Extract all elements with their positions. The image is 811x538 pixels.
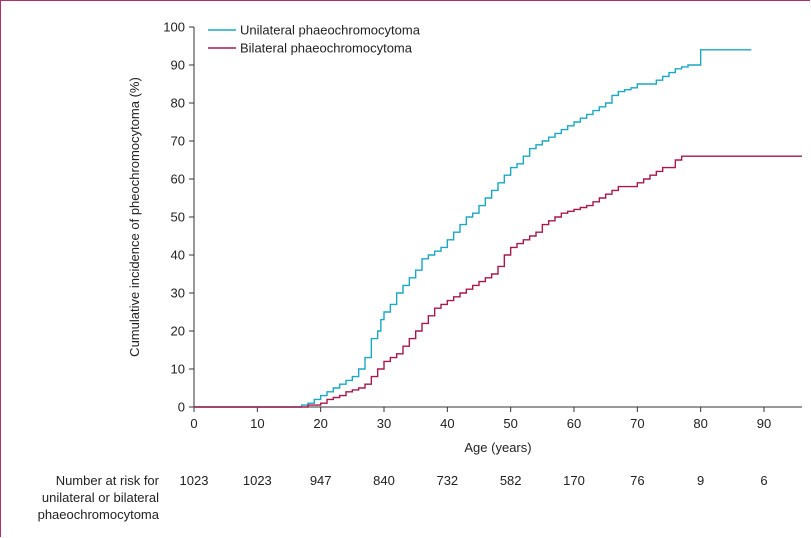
at-risk-count: 9 xyxy=(697,473,704,488)
legend: Unilateral phaeochromocytoma Bilateral ph… xyxy=(208,23,421,56)
x-tick-label: 20 xyxy=(313,416,327,431)
at-risk-count: 1023 xyxy=(243,473,272,488)
y-tick-label: 0 xyxy=(178,400,185,415)
y-tick-label: 70 xyxy=(171,134,185,149)
x-tick-label: 60 xyxy=(567,416,581,431)
y-tick-label: 100 xyxy=(163,20,185,35)
at-risk-count: 6 xyxy=(760,473,767,488)
x-tick-label: 30 xyxy=(377,416,391,431)
y-tick-label: 40 xyxy=(171,248,185,263)
x-tick-label: 80 xyxy=(693,416,707,431)
x-tick-label: 90 xyxy=(757,416,771,431)
at-risk-count: 732 xyxy=(436,473,458,488)
x-tick-label: 40 xyxy=(440,416,454,431)
x-tick-label: 0 xyxy=(190,416,197,431)
x-tick-label: 70 xyxy=(630,416,644,431)
y-tick-label: 30 xyxy=(171,286,185,301)
y-tick-label: 10 xyxy=(171,362,185,377)
at-risk-count: 947 xyxy=(310,473,332,488)
at-risk-count: 170 xyxy=(563,473,585,488)
series-layer xyxy=(194,49,802,408)
at-risk-table: Number at risk for unilateral or bilatera… xyxy=(38,473,768,522)
bilateral-curve xyxy=(194,155,802,408)
y-axis-title: Cumulative incidence of pheochromocytoma… xyxy=(127,77,142,357)
at-risk-label-line: phaeochromocytoma xyxy=(38,507,160,522)
y-tick-label: 60 xyxy=(171,172,185,187)
axes: 0 10 20 30 40 50 60 70 80 90 100 0 10 20 30 40 50 60 70 80 9… xyxy=(127,20,802,455)
at-risk-label-line: unilateral or bilateral xyxy=(42,490,159,505)
legend-label-unilateral: Unilateral phaeochromocytoma xyxy=(240,23,421,38)
at-risk-count: 1023 xyxy=(180,473,209,488)
y-tick-label: 90 xyxy=(171,58,185,73)
y-tick-label: 80 xyxy=(171,96,185,111)
at-risk-count: 582 xyxy=(500,473,522,488)
x-tick-label: 50 xyxy=(503,416,517,431)
x-tick-label: 10 xyxy=(250,416,264,431)
at-risk-count: 840 xyxy=(373,473,395,488)
y-tick-label: 50 xyxy=(171,210,185,225)
at-risk-label-line: Number at risk for xyxy=(56,473,160,488)
y-tick-label: 20 xyxy=(171,324,185,339)
legend-label-bilateral: Bilateral phaeochromocytoma xyxy=(240,41,413,56)
x-axis-title: Age (years) xyxy=(464,440,531,455)
at-risk-count: 76 xyxy=(630,473,644,488)
unilateral-curve xyxy=(194,49,752,408)
